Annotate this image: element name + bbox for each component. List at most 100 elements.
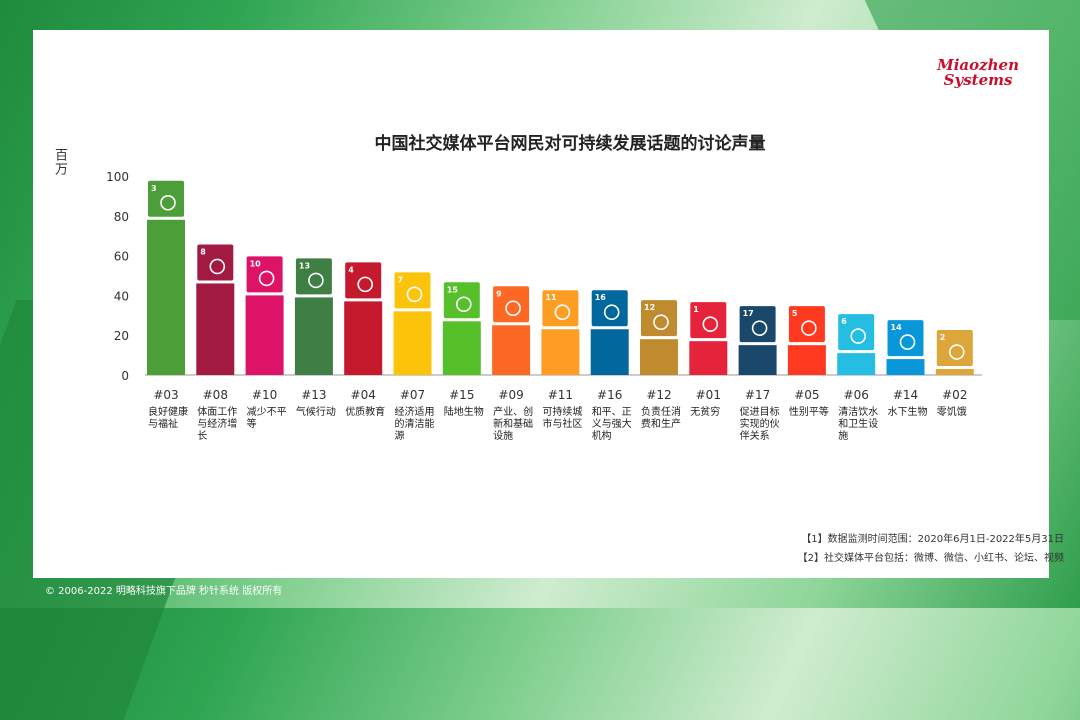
x-tick-label: #09 bbox=[498, 388, 523, 402]
bar bbox=[935, 369, 974, 375]
category-name-label: 促进目标实现的伙伴关系 bbox=[740, 405, 780, 442]
x-tick-label: #13 bbox=[301, 388, 326, 402]
family-icon-glyph bbox=[702, 316, 719, 332]
y-tick-label: 100 bbox=[106, 170, 129, 184]
sdg-icon-number: 1 bbox=[693, 305, 699, 314]
bar bbox=[886, 359, 925, 375]
category-name-label: 气候行动 bbox=[296, 405, 336, 418]
dove-icon bbox=[591, 290, 628, 327]
x-tick-label: #03 bbox=[153, 388, 178, 402]
brand-logo-line2: Systems bbox=[943, 71, 1013, 89]
gender-icon bbox=[788, 306, 825, 343]
bar bbox=[245, 295, 284, 375]
heart-pulse-icon bbox=[148, 180, 184, 217]
category-name-label: 清洁饮水和卫生设施 bbox=[838, 405, 878, 442]
heart-pulse-icon-glyph bbox=[160, 194, 176, 211]
family-icon bbox=[690, 302, 727, 339]
category-name-label: 经济适用的清洁能源 bbox=[395, 405, 435, 442]
category-name-label: 减少不平等 bbox=[247, 406, 287, 430]
bar bbox=[837, 353, 876, 375]
bowl-icon-glyph bbox=[948, 344, 965, 360]
sdg-icon-number: 12 bbox=[644, 303, 655, 312]
equality-arrows-icon bbox=[246, 256, 283, 293]
sdg-icon-number: 16 bbox=[595, 293, 607, 302]
x-tick-label: #12 bbox=[646, 388, 671, 402]
bar bbox=[344, 301, 383, 375]
dove-icon-glyph bbox=[603, 304, 620, 321]
growth-chart-icon-glyph bbox=[209, 258, 226, 275]
flower-icon bbox=[739, 306, 776, 343]
category-name-label: 陆地生物 bbox=[444, 405, 484, 418]
infinity-icon bbox=[641, 300, 677, 337]
bar bbox=[294, 297, 333, 375]
fish-icon bbox=[887, 320, 924, 357]
category-name-label: 负责任消费和生产 bbox=[641, 405, 681, 430]
cubes-icon bbox=[493, 286, 530, 323]
bar bbox=[196, 283, 235, 375]
tree-icon-glyph bbox=[455, 296, 472, 313]
category-name-label: 无贫穷 bbox=[690, 405, 720, 418]
chart-title: 中国社交媒体平台网民对可持续发展话题的讨论声量 bbox=[374, 134, 766, 154]
x-tick-label: #07 bbox=[400, 388, 425, 402]
city-icon bbox=[542, 290, 579, 327]
sdg-icon-number: 17 bbox=[743, 309, 754, 318]
bar bbox=[787, 345, 826, 375]
x-tick-label: #06 bbox=[844, 388, 869, 402]
bar bbox=[689, 341, 728, 375]
category-name-label: 良好健康与福祉 bbox=[148, 405, 188, 430]
bowl-icon bbox=[936, 330, 973, 367]
city-icon-glyph bbox=[554, 304, 571, 321]
note-date-range: 【1】数据监测时间范围：2020年6月1日-2022年5月31日 bbox=[801, 534, 1064, 545]
x-tick-label: #08 bbox=[203, 388, 228, 402]
x-tick-label: #04 bbox=[351, 388, 376, 402]
bar bbox=[738, 345, 777, 375]
bar bbox=[541, 329, 580, 375]
bar-chart: 0 20 40 60 80 100 3 #03 良好健康与福祉 8 #08 体面工作与经济增长 10 #1… bbox=[106, 170, 982, 442]
sdg-icon-number: 15 bbox=[447, 285, 459, 294]
x-tick-label: #17 bbox=[745, 388, 770, 402]
sdg-icon-number: 7 bbox=[398, 275, 404, 284]
brand-logo-line1: Miaozhen bbox=[937, 56, 1019, 74]
sdg-icon-number: 6 bbox=[841, 317, 847, 326]
category-name-label: 可持续城市与社区 bbox=[542, 405, 582, 430]
sdg-icon-number: 14 bbox=[891, 323, 903, 332]
y-tick-label: 40 bbox=[114, 289, 129, 303]
sun-icon-glyph bbox=[406, 286, 423, 303]
sdg-icon-number: 2 bbox=[940, 333, 946, 342]
cubes-icon-glyph bbox=[505, 300, 521, 317]
sdg-icon-number: 5 bbox=[792, 309, 798, 318]
sdg-icon-number: 9 bbox=[496, 289, 502, 298]
bar bbox=[393, 311, 432, 375]
y-tick-label: 0 bbox=[121, 369, 129, 383]
y-axis-label: 百万 bbox=[52, 148, 67, 176]
water-glass-icon bbox=[838, 314, 875, 351]
bar bbox=[442, 321, 481, 375]
y-tick-label: 20 bbox=[114, 329, 129, 343]
sdg-icon-number: 13 bbox=[299, 261, 310, 270]
category-name-label: 产业、创新和基础设施 bbox=[493, 405, 533, 442]
bar bbox=[492, 325, 531, 375]
x-tick-label: #05 bbox=[794, 388, 819, 402]
gender-icon-glyph bbox=[801, 320, 817, 336]
growth-chart-icon bbox=[197, 244, 234, 281]
earth-eye-icon-glyph bbox=[308, 272, 324, 289]
x-tick-label: #16 bbox=[597, 388, 622, 402]
sdg-icon-number: 4 bbox=[348, 265, 354, 274]
category-name-label: 体面工作与经济增长 bbox=[197, 406, 237, 442]
copyright-footer: © 2006-2022 明略科技旗下品牌 秒针系统 版权所有 bbox=[45, 586, 283, 597]
sdg-icon-number: 11 bbox=[545, 293, 557, 302]
bar bbox=[147, 219, 185, 375]
sdg-icon-number: 8 bbox=[200, 247, 206, 256]
y-tick-label: 60 bbox=[114, 250, 129, 264]
flower-icon-glyph bbox=[751, 320, 768, 336]
category-name-label: 水下生物 bbox=[888, 405, 928, 418]
x-tick-label: #01 bbox=[696, 388, 721, 402]
infinity-icon-glyph bbox=[653, 314, 669, 330]
note-platforms: 【2】社交媒体平台包括：微博、微信、小红书、论坛、视频 bbox=[797, 553, 1064, 564]
water-glass-icon-glyph bbox=[850, 328, 867, 344]
equality-arrows-icon-glyph bbox=[258, 270, 275, 287]
fish-icon-glyph bbox=[899, 334, 916, 350]
category-name-label: 零饥饿 bbox=[937, 405, 967, 418]
category-name-label: 优质教育 bbox=[345, 405, 385, 418]
x-tick-label: #11 bbox=[548, 388, 573, 402]
